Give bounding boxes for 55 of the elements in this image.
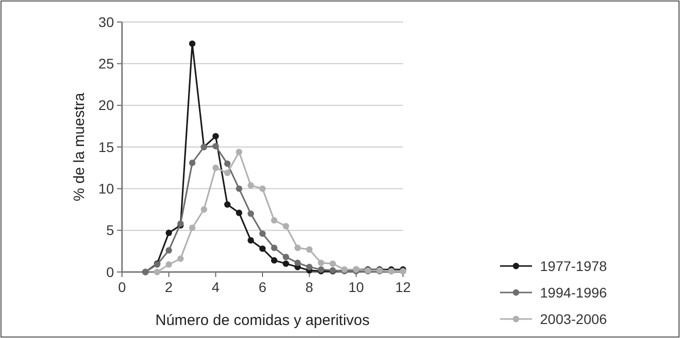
point bbox=[224, 201, 231, 208]
point bbox=[154, 268, 160, 276]
point bbox=[271, 257, 278, 264]
point bbox=[318, 260, 324, 266]
point bbox=[236, 210, 242, 216]
point bbox=[271, 244, 278, 252]
x-tick-label: 0 bbox=[118, 279, 126, 295]
y-tick-label: 5 bbox=[106, 222, 114, 238]
x-axis-title: Número de comidas y aperitivos bbox=[155, 312, 370, 329]
point bbox=[177, 255, 184, 262]
point bbox=[306, 264, 313, 270]
point bbox=[294, 244, 301, 252]
x-tick-label: 4 bbox=[212, 279, 220, 295]
point bbox=[248, 210, 254, 217]
y-tick-label: 30 bbox=[98, 14, 114, 30]
point bbox=[248, 182, 254, 189]
point bbox=[259, 185, 266, 192]
legend-label: 1994-1996 bbox=[540, 284, 608, 300]
point bbox=[282, 254, 290, 260]
x-tick-label: 10 bbox=[348, 279, 364, 295]
x-tick-label: 6 bbox=[258, 279, 267, 295]
legend-label: 2003-2006 bbox=[540, 310, 608, 327]
point bbox=[282, 260, 290, 267]
y-tick-label: 10 bbox=[98, 180, 114, 197]
point bbox=[224, 160, 231, 167]
point bbox=[236, 148, 242, 156]
legend-label: 1977-1978 bbox=[540, 258, 608, 274]
point bbox=[248, 237, 254, 244]
point bbox=[224, 170, 231, 176]
y-tick-label: 25 bbox=[98, 56, 114, 72]
point bbox=[294, 260, 301, 266]
point bbox=[166, 247, 172, 254]
point bbox=[212, 142, 219, 150]
point bbox=[236, 185, 242, 192]
point bbox=[189, 160, 196, 166]
point bbox=[259, 245, 266, 252]
x-tick-label: 12 bbox=[395, 279, 411, 295]
point bbox=[200, 206, 208, 213]
point bbox=[271, 217, 278, 224]
point bbox=[259, 230, 266, 237]
y-axis-title: % de la muestra bbox=[71, 92, 88, 202]
y-tick-label: 20 bbox=[98, 97, 114, 114]
point bbox=[330, 260, 336, 267]
y-tick-label: 0 bbox=[106, 264, 114, 280]
x-tick-label: 2 bbox=[164, 279, 173, 295]
point bbox=[189, 224, 196, 232]
point bbox=[212, 132, 219, 140]
point bbox=[212, 164, 219, 172]
point bbox=[189, 40, 196, 47]
point bbox=[306, 246, 313, 253]
point bbox=[166, 230, 172, 236]
y-tick-label: 15 bbox=[98, 138, 114, 155]
point bbox=[282, 222, 290, 230]
x-tick-label: 8 bbox=[305, 279, 314, 295]
point bbox=[166, 261, 172, 268]
